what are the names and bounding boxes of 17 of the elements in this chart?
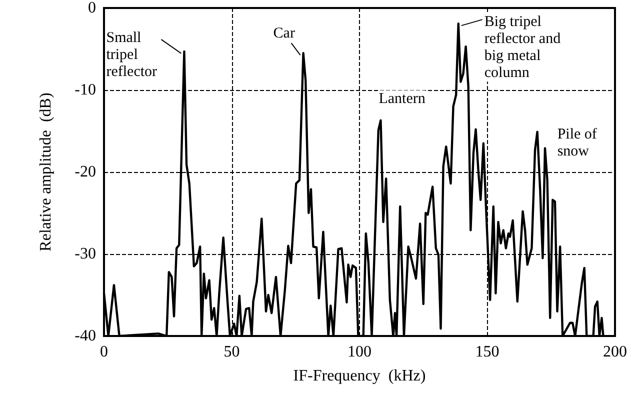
y-tick-label: -40 xyxy=(74,328,96,344)
annotation: Car xyxy=(273,26,295,42)
x-tick-label: 100 xyxy=(348,344,372,360)
y-axis-title: Relative amplitude (dB) xyxy=(38,92,54,252)
y-tick-label: -30 xyxy=(74,246,96,262)
y-tick-label: 0 xyxy=(88,0,96,16)
x-tick-label: 150 xyxy=(475,344,500,360)
annotation: Pile of snow xyxy=(557,126,597,160)
x-tick-label: 50 xyxy=(224,344,240,360)
y-tick-label: -20 xyxy=(74,164,96,180)
x-tick-label: 200 xyxy=(603,344,627,360)
y-tick-label: -10 xyxy=(74,82,96,98)
x-tick-label: 0 xyxy=(100,344,108,360)
annotation: Small tripel reflector xyxy=(106,30,158,80)
annotation: Big tripel reflector and big metal column xyxy=(484,14,562,82)
annotation: Lantern xyxy=(378,90,426,107)
x-axis-title: IF-Frequency (kHz) xyxy=(293,368,426,384)
